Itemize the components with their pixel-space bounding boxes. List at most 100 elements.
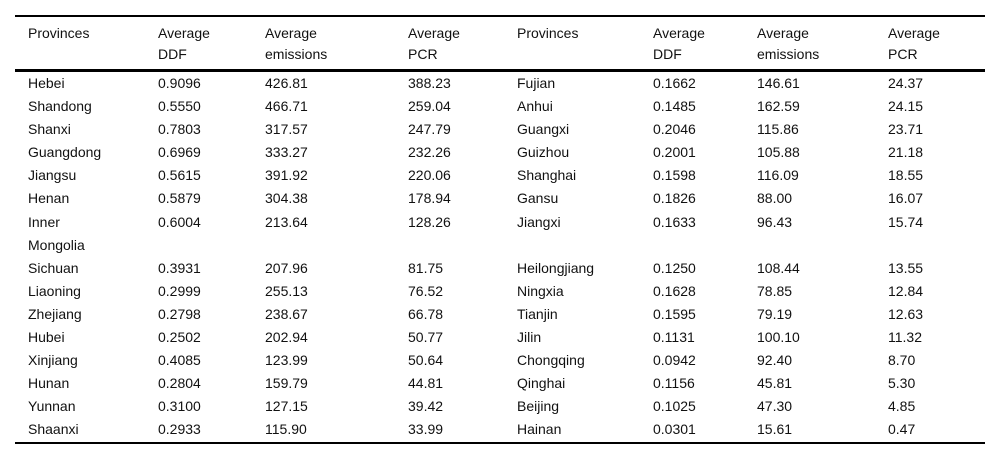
table-row: Shandong 0.5550 466.71 259.04 Anhui 0.1485 162… — [15, 95, 985, 118]
province-cell: Xinjiang — [28, 352, 78, 369]
value-cell: 0.5615 — [158, 167, 201, 184]
value-cell: 0.2933 — [158, 421, 201, 438]
value-cell: 0.2001 — [653, 144, 696, 161]
value-cell: 388.23 — [408, 75, 451, 91]
value-cell: 13.55 — [888, 259, 924, 276]
table-row: Liaoning 0.2999 255.13 76.52 Ningxia 0.1628 78… — [15, 280, 985, 303]
table-row: Shanxi 0.7803 317.57 247.79 Guangxi 0.2046 115… — [15, 118, 985, 141]
value-cell: 0.7803 — [158, 121, 201, 138]
value-cell: 220.06 — [408, 167, 451, 184]
province-cell: Shaanxi — [28, 421, 79, 438]
province-cell: Hubei — [28, 329, 65, 346]
provinces-table: Provinces Average DDF Average emissions Ave… — [15, 15, 985, 444]
table-row: Jiangsu 0.5615 391.92 220.06 Shanghai 0.1598 1… — [15, 164, 985, 187]
value-cell: 12.63 — [888, 305, 924, 322]
table-row: Zhejiang 0.2798 238.67 66.78 Tianjin 0.1595 79… — [15, 303, 985, 326]
province-cell: Qinghai — [517, 375, 566, 392]
value-cell: 146.61 — [757, 75, 800, 91]
value-cell: 238.67 — [265, 305, 308, 322]
value-cell: 162.59 — [757, 98, 800, 115]
value-cell: 115.86 — [757, 121, 799, 138]
province-cell: Ningxia — [517, 282, 564, 299]
province-cell: Fujian — [517, 75, 556, 91]
province-cell: Heilongjiang — [517, 259, 595, 276]
column-header: Provinces — [517, 25, 579, 41]
value-cell: 105.88 — [757, 144, 800, 161]
value-cell: 207.96 — [265, 259, 308, 276]
province-cell: Henan — [28, 190, 70, 207]
value-cell: 76.52 — [408, 282, 444, 299]
province-cell: Shandong — [28, 98, 92, 115]
value-cell: 15.61 — [757, 421, 793, 438]
value-cell: 115.90 — [265, 421, 307, 438]
header-row: Provinces Average DDF Average emissions Ave… — [15, 16, 985, 71]
value-cell: 0.0942 — [653, 352, 696, 369]
value-cell: 47.30 — [757, 398, 793, 415]
value-cell: 391.92 — [265, 167, 308, 184]
value-cell: 96.43 — [757, 213, 793, 230]
value-cell: 0.1662 — [653, 75, 696, 91]
province-cell: Jiangsu — [28, 167, 77, 184]
value-cell: 213.64 — [265, 213, 308, 230]
province-cell: Gansu — [517, 190, 559, 207]
table-row: Yunnan 0.3100 127.15 39.42 Beijing 0.1025 47.3… — [15, 395, 985, 418]
table-row: Xinjiang 0.4085 123.99 50.64 Chongqing 0.0942… — [15, 349, 985, 372]
province-cell: Liaoning — [28, 282, 81, 299]
value-cell: 0.1250 — [653, 259, 696, 276]
value-cell: 159.79 — [265, 375, 308, 392]
province-cell: Shanxi — [28, 121, 71, 138]
column-header: Average DDF — [653, 25, 705, 62]
value-cell: 8.70 — [888, 352, 916, 369]
province-cell: Hebei — [28, 75, 65, 91]
province-cell: Zhejiang — [28, 305, 82, 322]
value-cell: 333.27 — [265, 144, 308, 161]
value-cell: 5.30 — [888, 375, 916, 392]
province-cell: Anhui — [517, 98, 553, 115]
value-cell: 18.55 — [888, 167, 924, 184]
province-cell: Guizhou — [517, 144, 570, 161]
value-cell: 0.2046 — [653, 121, 696, 138]
value-cell: 128.26 — [408, 213, 451, 230]
value-cell: 0.3931 — [158, 259, 201, 276]
value-cell: 24.37 — [888, 75, 924, 91]
value-cell: 0.1485 — [653, 98, 696, 115]
value-cell: 123.99 — [265, 352, 308, 369]
value-cell: 304.38 — [265, 190, 308, 207]
column-header: Average emissions — [757, 25, 820, 62]
column-header: Average DDF — [158, 25, 210, 62]
value-cell: 79.19 — [757, 305, 793, 322]
table-row: Guangdong 0.6969 333.27 232.26 Guizhou 0.2001… — [15, 141, 985, 164]
value-cell: 0.5550 — [158, 98, 201, 115]
value-cell: 259.04 — [408, 98, 451, 115]
column-header: Average emissions — [265, 25, 328, 62]
province-cell: Guangdong — [28, 144, 102, 161]
value-cell: 0.1156 — [653, 375, 695, 392]
value-cell: 0.1595 — [653, 305, 696, 322]
value-cell: 0.2798 — [158, 305, 201, 322]
value-cell: 0.2502 — [158, 329, 201, 346]
value-cell: 0.4085 — [158, 352, 201, 369]
value-cell: 33.99 — [408, 421, 444, 438]
value-cell: 108.44 — [757, 259, 800, 276]
value-cell: 0.6969 — [158, 144, 201, 161]
province-cell: Inner Mongolia — [28, 213, 85, 253]
value-cell: 11.32 — [888, 329, 922, 346]
table-body: Hebei 0.9096 426.81 388.23 Fujian 0.1662 146.6… — [15, 71, 985, 443]
value-cell: 66.78 — [408, 305, 444, 322]
value-cell: 0.9096 — [158, 75, 201, 91]
value-cell: 92.40 — [757, 352, 793, 369]
value-cell: 0.1633 — [653, 213, 696, 230]
province-cell: Yunnan — [28, 398, 76, 415]
value-cell: 4.85 — [888, 398, 916, 415]
province-cell: Guangxi — [517, 121, 570, 138]
value-cell: 178.94 — [408, 190, 451, 207]
column-header: Provinces — [28, 25, 90, 41]
table-row: Inner Mongolia 0.6004 213.64 128.26 Jiangxi 0… — [15, 211, 985, 257]
value-cell: 247.79 — [408, 121, 451, 138]
value-cell: 50.77 — [408, 329, 444, 346]
table-row: Hunan 0.2804 159.79 44.81 Qinghai 0.1156 45.81… — [15, 372, 985, 395]
value-cell: 50.64 — [408, 352, 444, 369]
value-cell: 0.1131 — [653, 329, 695, 346]
value-cell: 0.2999 — [158, 282, 201, 299]
value-cell: 0.1628 — [653, 282, 696, 299]
